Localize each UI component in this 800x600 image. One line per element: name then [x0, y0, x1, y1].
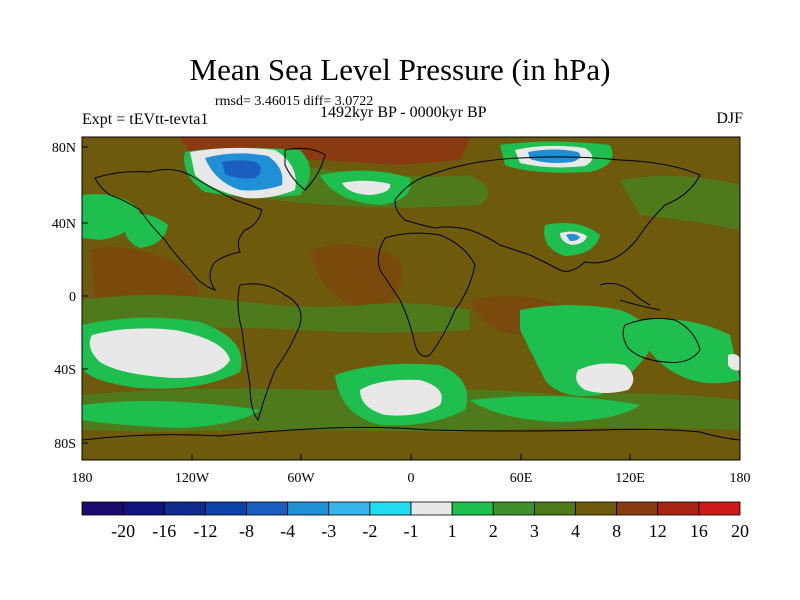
- field-blue-tibet: [566, 233, 580, 241]
- colorbar-swatch: [81, 501, 124, 516]
- coast-north-america: [94, 169, 263, 291]
- field-white-north-atlantic: [342, 180, 391, 195]
- colorbar-swatch: [328, 501, 371, 516]
- colorbar-label: 2: [489, 521, 498, 541]
- coast-south-america: [237, 283, 302, 422]
- coast-greenland: [284, 147, 326, 191]
- field-green-antarctic-east: [470, 396, 640, 422]
- colorbar-swatch: [657, 501, 700, 516]
- coastlines: [81, 147, 741, 441]
- lon-label: 0: [408, 471, 415, 486]
- map-title: Mean Sea Level Pressure (in hPa): [189, 52, 611, 87]
- colorbar-swatch: [287, 501, 330, 516]
- field-white-east-australia: [728, 354, 740, 371]
- colorbar-swatch: [163, 501, 206, 516]
- colorbar-label: -2: [362, 521, 377, 541]
- coast-eurasia: [394, 156, 701, 272]
- experiment-label: Expt = tEVtt-tevta1: [82, 111, 209, 128]
- lon-label: 120W: [175, 471, 210, 486]
- colorbar-label: -4: [280, 521, 295, 541]
- lon-labels: 180 120W 60W 0 60E 120E 180: [72, 471, 751, 486]
- lon-label: 60E: [510, 471, 533, 486]
- colorbar-label: 4: [571, 521, 580, 541]
- colorbar-label: 3: [530, 521, 539, 541]
- field-strong-atlantic: [310, 244, 402, 310]
- colorbar-label: 16: [690, 521, 708, 541]
- field-blue-siberia-inner: [528, 149, 581, 163]
- colorbar-label: -1: [404, 521, 419, 541]
- lat-label: 80S: [54, 437, 76, 452]
- field-green-australia-south: [640, 319, 740, 384]
- lon-label: 180: [730, 471, 751, 486]
- colorbar-swatch: [616, 501, 659, 516]
- colorbar: [81, 501, 741, 516]
- colorbar-label: 12: [649, 521, 667, 541]
- colorbar-swatch: [410, 501, 453, 516]
- colorbar-swatch: [246, 501, 289, 516]
- lat-labels: 80N 40N 0 40S 80S: [52, 141, 76, 452]
- statistics-text: rmsd= 3.46015 diff= 3.0722: [215, 94, 374, 109]
- period-label: 1492kyr BP - 0000kyr BP: [320, 104, 487, 121]
- lon-label: 120E: [615, 471, 645, 486]
- colorbar-swatch: [451, 501, 494, 516]
- field-olive-pacific-north: [620, 176, 740, 230]
- lat-label: 80N: [52, 141, 76, 156]
- colorbar-swatch: [533, 501, 576, 516]
- colorbar-swatch: [492, 501, 535, 516]
- coast-antarctica: [81, 426, 741, 441]
- coast-africa: [377, 232, 476, 357]
- field-green-central-pacific: [124, 213, 168, 248]
- colorbar-label: -3: [321, 521, 336, 541]
- colorbar-label: 8: [612, 521, 621, 541]
- colorbar-swatch: [575, 501, 618, 516]
- colorbar-label: -8: [239, 521, 254, 541]
- lat-label: 40N: [52, 217, 76, 232]
- colorbar-label: -12: [193, 521, 217, 541]
- colorbar-swatch: [204, 501, 247, 516]
- axis-ticks: [82, 146, 631, 460]
- field-layer: [82, 137, 740, 460]
- colorbar-label: 1: [448, 521, 457, 541]
- coast-australia: [622, 317, 701, 363]
- lat-label: 0: [69, 290, 76, 305]
- lon-label: 60W: [287, 471, 315, 486]
- field-white-south-pacific: [89, 328, 230, 378]
- colorbar-label: 20: [731, 521, 749, 541]
- lon-label: 180: [72, 471, 93, 486]
- field-green-antarctic: [82, 401, 260, 428]
- field-blue-greenland-core: [222, 160, 261, 179]
- colorbar-label: -16: [152, 521, 176, 541]
- field-white-indian: [576, 363, 634, 393]
- colorbar-swatch: [698, 501, 741, 516]
- colorbar-swatch: [122, 501, 165, 516]
- field-white-south-atlantic: [360, 379, 442, 416]
- lat-label: 40S: [54, 363, 76, 378]
- colorbar-swatch: [369, 501, 412, 516]
- colorbar-label: -20: [111, 521, 135, 541]
- season-label: DJF: [716, 110, 743, 127]
- colorbar-labels: -20 -16 -12 -8 -4 -3 -2 -1 1 2 3 4 8 12 16 20: [111, 521, 749, 541]
- coast-southeast-asia: [599, 282, 661, 311]
